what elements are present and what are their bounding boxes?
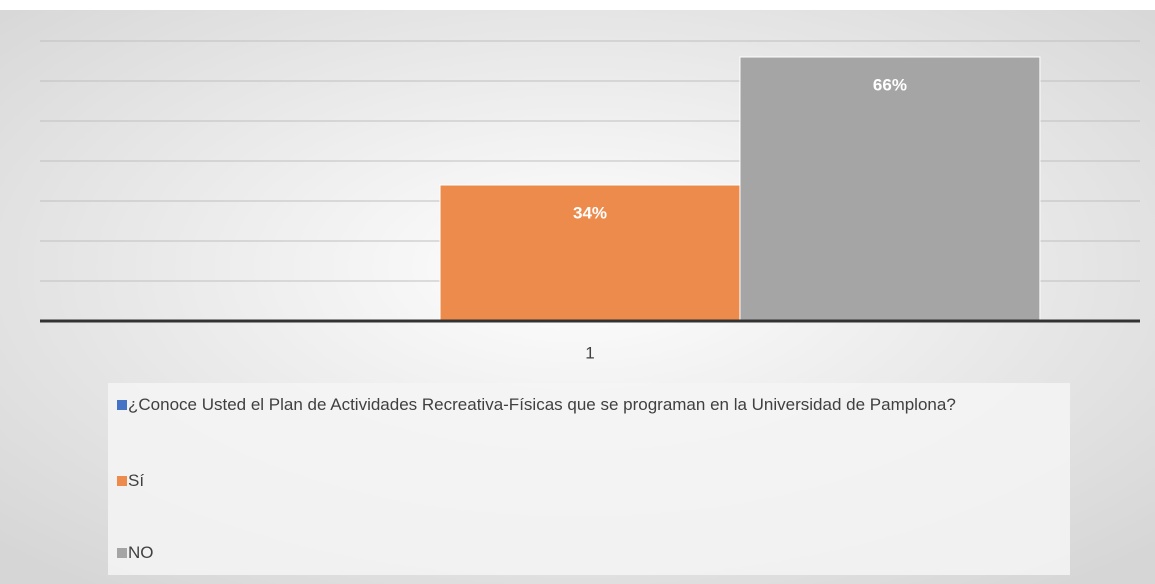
legend-label: Sí [128,471,145,490]
legend-item: Sí [117,468,1057,493]
data-label: 34% [573,203,607,222]
legend-swatch [117,400,127,410]
legend: ¿Conoce Usted el Plan de Actividades Rec… [108,383,1070,575]
legend-item: ¿Conoce Usted el Plan de Actividades Rec… [117,392,1057,417]
data-label: 66% [873,75,907,94]
legend-item: NO [117,540,1057,565]
legend-swatch [117,548,127,558]
x-tick-label: 1 [585,343,594,362]
legend-label: NO [128,543,154,562]
bar [739,56,1041,322]
legend-label: ¿Conoce Usted el Plan de Actividades Rec… [128,395,956,414]
legend-swatch [117,476,127,486]
bar [439,184,741,322]
